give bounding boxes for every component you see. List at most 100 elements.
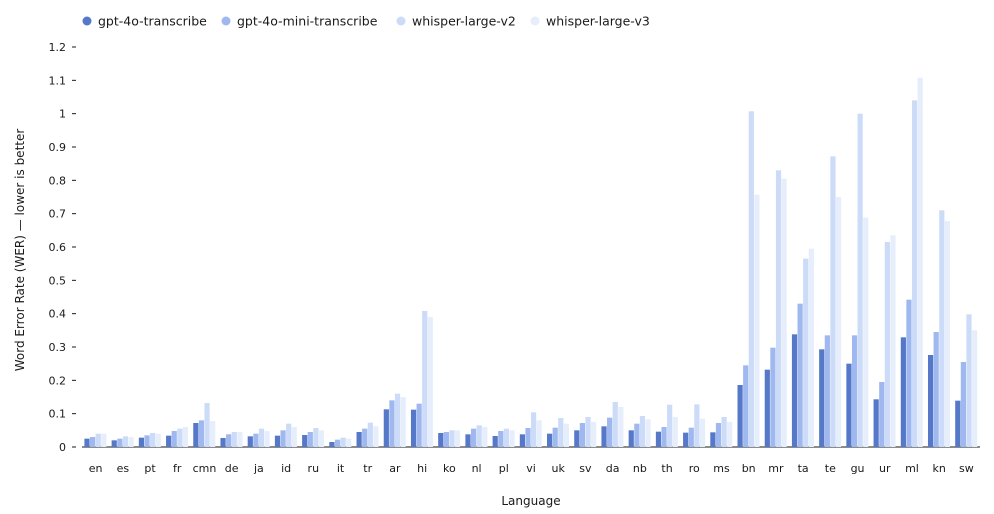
- bar-whisper-large-v3-hi: [427, 317, 433, 447]
- bar-gpt-4o-mini-transcribe-ru: [307, 432, 313, 447]
- bar-gpt-4o-mini-transcribe-it: [334, 439, 341, 447]
- bar-gpt-4o-transcribe-en: [84, 438, 90, 447]
- y-axis-title: Word Error Rate (WER) — lower is better: [13, 129, 27, 372]
- bar-whisper-large-v3-ru: [318, 430, 325, 447]
- legend-item: gpt-4o-mini-transcribe: [221, 14, 378, 29]
- bar-group-pt: [138, 433, 161, 447]
- legend-swatch: [221, 16, 231, 26]
- x-tick-label: nl: [472, 462, 482, 475]
- x-tick-label: kn: [933, 462, 946, 475]
- bar-gpt-4o-mini-transcribe-pt: [144, 435, 150, 447]
- bar-gpt-4o-transcribe-pt: [138, 437, 145, 447]
- bar-group-cmn: [193, 403, 216, 447]
- x-tick-label: sv: [579, 462, 592, 475]
- bar-whisper-large-v2-da: [612, 402, 618, 447]
- bar-gpt-4o-transcribe-vi: [519, 434, 525, 447]
- bar-group-ko: [438, 430, 461, 447]
- bar-whisper-large-v2-sv: [585, 417, 591, 447]
- bars: [84, 77, 978, 448]
- x-tick-label: mr: [768, 462, 784, 475]
- bar-group-ru: [302, 428, 325, 447]
- x-tick-label: ml: [905, 462, 919, 475]
- x-tick-label: en: [89, 462, 103, 475]
- bar-group-es: [111, 436, 134, 447]
- bar-gpt-4o-transcribe-tr: [356, 432, 362, 447]
- bar-whisper-large-v2-kn: [939, 210, 945, 447]
- bar-whisper-large-v3-sw: [971, 330, 978, 447]
- bar-gpt-4o-mini-transcribe-sw: [960, 362, 966, 447]
- bar-whisper-large-v2-cmn: [204, 403, 210, 447]
- x-tick-label: ms: [713, 462, 730, 475]
- bar-group-ur: [873, 235, 896, 447]
- bar-group-hi: [410, 311, 433, 447]
- bar-gpt-4o-transcribe-de: [220, 438, 226, 447]
- x-tick-label: it: [337, 462, 345, 475]
- bar-gpt-4o-transcribe-nl: [465, 434, 471, 447]
- bar-whisper-large-v3-mr: [781, 178, 787, 448]
- bar-whisper-large-v2-ro: [694, 404, 700, 447]
- bar-gpt-4o-transcribe-mr: [764, 369, 770, 447]
- bar-whisper-large-v3-ms: [727, 422, 733, 447]
- bar-gpt-4o-mini-transcribe-ms: [715, 423, 722, 447]
- y-tick-label: 0.3: [49, 341, 67, 354]
- bar-whisper-large-v2-ms: [721, 417, 727, 447]
- bar-group-nl: [465, 425, 488, 447]
- bar-whisper-large-v2-uk: [558, 418, 564, 447]
- bar-whisper-large-v3-ml: [917, 77, 923, 448]
- bar-whisper-large-v2-pt: [150, 433, 156, 447]
- x-tick-label: id: [281, 462, 291, 475]
- bar-whisper-large-v2-vi: [531, 412, 537, 447]
- bar-group-vi: [519, 412, 542, 447]
- bar-gpt-4o-mini-transcribe-fr: [171, 431, 177, 447]
- legend-item: whisper-large-v3: [530, 14, 650, 29]
- y-tick-label: 0.6: [49, 241, 67, 254]
- bar-whisper-large-v3-de: [237, 432, 243, 447]
- x-axis: en es pt fr cmn de ja id ru it tr ar hi ko nl pl vi uk sv d…: [89, 462, 974, 475]
- bar-gpt-4o-mini-transcribe-ta: [797, 303, 803, 447]
- bar-gpt-4o-transcribe-ml: [900, 337, 906, 447]
- bar-gpt-4o-mini-transcribe-cmn: [198, 420, 205, 447]
- bar-whisper-large-v3-es: [128, 437, 134, 447]
- x-tick-label: pt: [144, 462, 156, 475]
- bar-gpt-4o-transcribe-da: [601, 426, 607, 447]
- bar-whisper-large-v2-nl: [476, 425, 482, 447]
- bar-gpt-4o-mini-transcribe-ko: [443, 432, 449, 447]
- bar-whisper-large-v3-ja: [264, 431, 270, 447]
- bar-whisper-large-v2-ur: [884, 242, 890, 447]
- y-tick-label: 0.1: [49, 408, 67, 421]
- bar-gpt-4o-transcribe-es: [111, 440, 117, 447]
- bar-whisper-large-v2-ja: [258, 428, 265, 447]
- bar-gpt-4o-mini-transcribe-sv: [579, 423, 586, 447]
- bar-whisper-large-v2-nb: [639, 416, 646, 447]
- bar-whisper-large-v2-sw: [966, 314, 972, 447]
- y-tick-label: 1: [59, 108, 66, 121]
- bar-gpt-4o-transcribe-bn: [737, 385, 743, 447]
- bar-gpt-4o-mini-transcribe-ar: [389, 400, 395, 447]
- bar-group-tr: [356, 422, 379, 447]
- bar-gpt-4o-mini-transcribe-ml: [906, 299, 912, 447]
- x-tick-label: ar: [389, 462, 401, 475]
- bar-whisper-large-v3-uk: [563, 423, 570, 447]
- bar-gpt-4o-transcribe-fr: [166, 435, 172, 447]
- bar-group-fr: [166, 427, 189, 447]
- bar-whisper-large-v3-id: [291, 427, 297, 447]
- bar-group-uk: [547, 418, 570, 447]
- x-tick-label: sw: [959, 462, 974, 475]
- x-tick-label: es: [117, 462, 130, 475]
- bar-gpt-4o-mini-transcribe-id: [280, 430, 286, 447]
- bar-whisper-large-v3-ar: [400, 397, 406, 447]
- bar-whisper-large-v2-es: [122, 436, 129, 447]
- bar-whisper-large-v2-ru: [313, 428, 319, 447]
- bar-group-it: [329, 437, 352, 447]
- bar-gpt-4o-mini-transcribe-uk: [552, 427, 558, 447]
- bar-whisper-large-v3-pt: [155, 433, 161, 447]
- bar-whisper-large-v3-ur: [890, 235, 896, 447]
- bar-whisper-large-v2-de: [231, 432, 237, 447]
- bar-gpt-4o-transcribe-ms: [710, 432, 716, 447]
- bar-gpt-4o-mini-transcribe-da: [607, 417, 613, 447]
- x-tick-label: th: [661, 462, 672, 475]
- x-tick-label: pl: [499, 462, 509, 475]
- x-tick-label: ta: [798, 462, 809, 475]
- legend: gpt-4o-transcribe gpt-4o-mini-transcribe w…: [82, 14, 650, 29]
